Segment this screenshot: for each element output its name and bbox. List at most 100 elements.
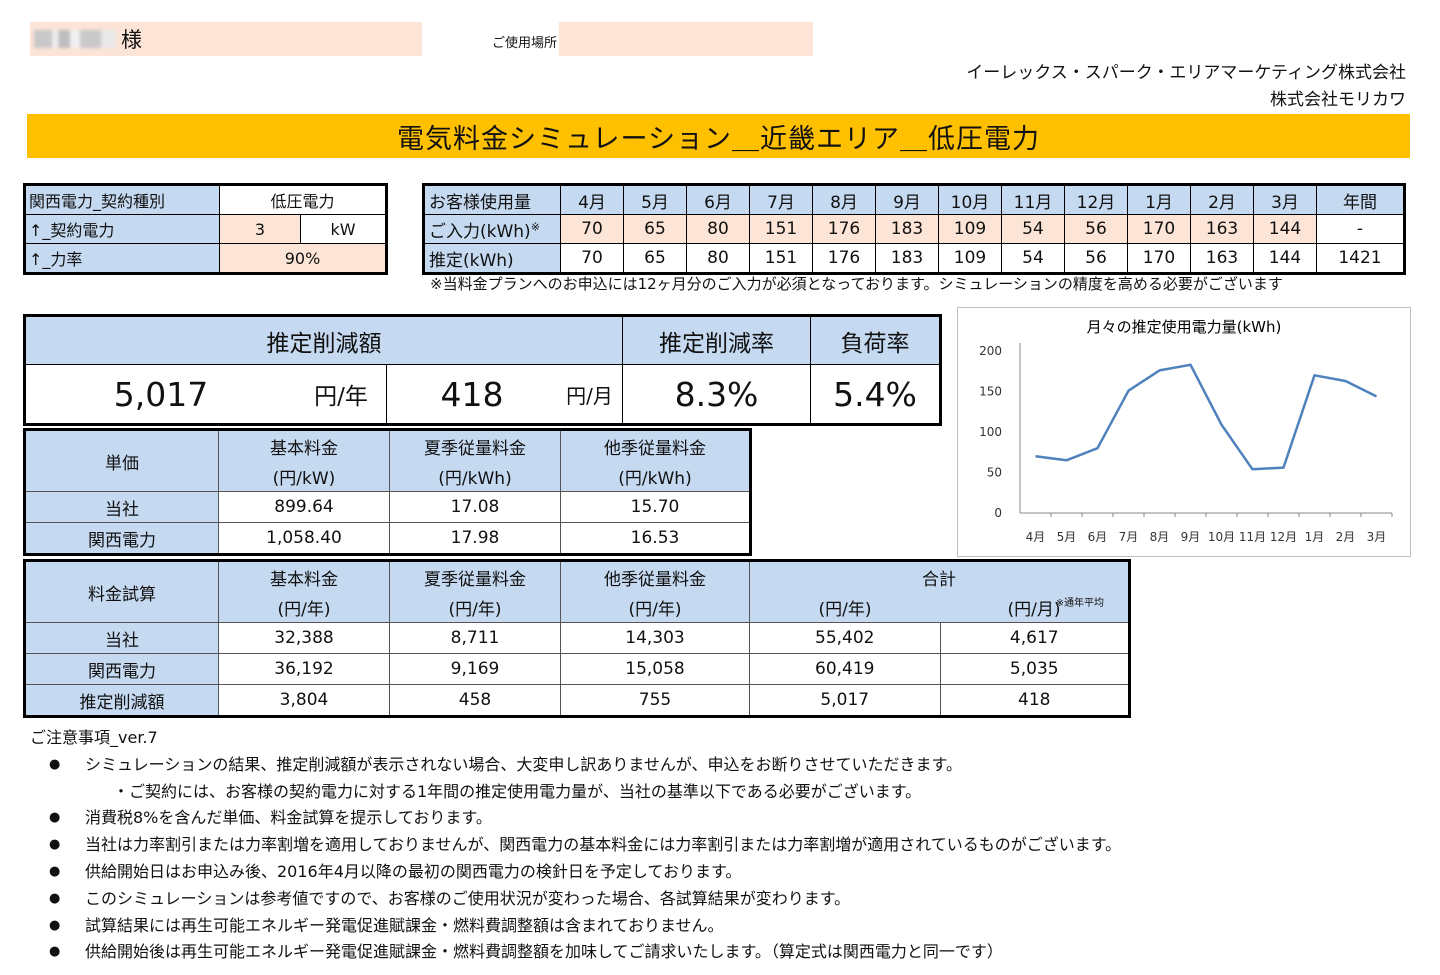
customer-name-redacted — [34, 30, 116, 48]
yearly-reduction-value: 5,017 — [25, 364, 296, 424]
usage-input-cell[interactable]: 80 — [686, 214, 750, 244]
note-item: 供給開始後は再生可能エネルギー発電促進賦課金・燃料費調整額を加味してご請求いたし… — [30, 939, 1121, 966]
y-tick-label: 200 — [979, 344, 1002, 358]
contract-power-unit: kW — [300, 214, 386, 244]
month-header: 5月 — [623, 185, 687, 215]
x-tick-label: 3月 — [1367, 530, 1387, 544]
usage-estimate-cell: 176 — [812, 243, 876, 273]
usage-input-cell[interactable]: 144 — [1253, 214, 1317, 244]
row-label: 関西電力 — [25, 653, 219, 685]
company-name-2: 株式会社モリカワ — [1270, 90, 1406, 110]
note-item: シミュレーションの結果、推定削減額が表示されない場合、大変申し訳ありませんが、申… — [30, 752, 1121, 779]
usage-estimate-cell: 183 — [875, 243, 939, 273]
fee-value: 14,303 — [560, 622, 750, 654]
fee-value: 15,058 — [560, 653, 750, 685]
usage-input-cell[interactable]: 54 — [1001, 214, 1065, 244]
note-item: このシミュレーションは参考値ですので、お客様のご使用状況が変わった場合、各試算結… — [30, 886, 1121, 913]
month-header: 1月 — [1127, 185, 1191, 215]
note-subitem: ・ご契約には、お客様の契約電力に対する1年間の推定使用電力量が、当社の基準以下で… — [113, 781, 922, 801]
reduction-rate-value: 8.3% — [622, 364, 811, 424]
fee-value: 8,711 — [389, 622, 561, 654]
month-header: 3月 — [1253, 185, 1317, 215]
y-tick-label: 150 — [979, 385, 1002, 399]
row-label: 関西電力 — [25, 522, 219, 554]
location-field — [559, 22, 813, 56]
unit-col-unit: (円/kWh) — [389, 461, 561, 492]
table-row: お客様使用量 4月 5月 6月 7月 8月 9月 10月 11月 12月 1月 … — [424, 185, 1404, 215]
month-header: 9月 — [875, 185, 939, 215]
month-header: 7月 — [749, 185, 813, 215]
usage-estimate-cell: 56 — [1064, 243, 1128, 273]
unit-col-name: 夏季従量料金 — [389, 430, 561, 461]
fee-value: 458 — [389, 684, 561, 716]
usage-input-cell[interactable]: 70 — [560, 214, 624, 244]
usage-input-annual: - — [1316, 214, 1404, 244]
unit-price-table: 単価 基本料金 夏季従量料金 他季従量料金 (円/kW) (円/kWh) (円/… — [23, 428, 752, 556]
fee-total-month-unit-cell: (円/月) ※通年平均 — [940, 592, 1129, 623]
unit-price-label: 単価 — [25, 430, 219, 492]
location-label: ご使用場所 — [492, 36, 558, 51]
month-header: 10月 — [938, 185, 1002, 215]
contract-power-value[interactable]: 3 — [219, 214, 301, 244]
table-row: 関西電力 36,192 9,169 15,058 60,419 5,035 — [25, 653, 1129, 685]
usage-input-cell[interactable]: 65 — [623, 214, 687, 244]
table-row: 推定削減額 推定削減率 負荷率 — [25, 316, 940, 365]
fee-col-unit: (円/年) — [218, 592, 390, 623]
load-factor-value: 5.4% — [810, 364, 940, 424]
unit-col-name: 他季従量料金 — [560, 430, 750, 461]
usage-input-cell[interactable]: 176 — [812, 214, 876, 244]
usage-input-cell[interactable]: 163 — [1190, 214, 1254, 244]
power-factor-value[interactable]: 90% — [219, 243, 386, 273]
customer-honorific: 様 — [121, 28, 142, 52]
summary-table: 推定削減額 推定削減率 負荷率 5,017 円/年 418 円/月 8.3% 5… — [23, 314, 942, 426]
table-row: 当社 32,388 8,711 14,303 55,402 4,617 — [25, 622, 1129, 654]
chart-title: 月々の推定使用電力量(kWh) — [1087, 318, 1282, 336]
fee-value: 36,192 — [218, 653, 390, 685]
usage-estimate-cell: 80 — [686, 243, 750, 273]
usage-estimate-cell: 151 — [749, 243, 813, 273]
note-item: 当社は力率割引または力率割増を適用しておりませんが、関西電力の基本料金には力率割… — [30, 832, 1121, 859]
usage-input-cell[interactable]: 183 — [875, 214, 939, 244]
month-header: 6月 — [686, 185, 750, 215]
fee-value: 55,402 — [749, 622, 941, 654]
unit-col-unit: (円/kW) — [218, 461, 390, 492]
note-item: 試算結果には再生可能エネルギー発電促進賦課金・燃料費調整額は含まれておりません。 — [30, 913, 1121, 940]
month-header: 4月 — [560, 185, 624, 215]
notes-section: ご注意事項_ver.7 シミュレーションの結果、推定削減額が表示されない場合、大… — [30, 725, 1121, 966]
unit-col-unit: (円/kWh) — [560, 461, 750, 492]
y-tick-label: 100 — [979, 425, 1002, 439]
load-header: 負荷率 — [810, 316, 940, 365]
usage-chart: 月々の推定使用電力量(kWh) 200 150 100 50 0 4月 5月 6月 7月 8月 9月 1… — [957, 307, 1411, 557]
table-row: 料金試算 基本料金 夏季従量料金 他季従量料金 合計 — [25, 561, 1129, 623]
monthly-reduction-value: 418 — [386, 364, 557, 424]
usage-input-cell[interactable]: 151 — [749, 214, 813, 244]
unit-col-name: 基本料金 — [218, 430, 390, 461]
x-tick-label: 7月 — [1119, 530, 1139, 544]
x-tick-label: 12月 — [1270, 530, 1297, 544]
table-row: (円/年) (円/年) (円/年) (円/年) (円/月) ※通年平均 — [26, 592, 1129, 623]
usage-estimate-cell: 109 — [938, 243, 1002, 273]
input-label-text: ご入力(kWh) — [429, 221, 531, 242]
fee-value: 755 — [560, 684, 750, 716]
input-label: ご入力(kWh)※ — [424, 214, 561, 244]
fee-value: 5,017 — [749, 684, 941, 716]
series-line — [1035, 363, 1378, 471]
contract-type-label: 関西電力_契約種別 — [25, 185, 220, 215]
usage-estimate-cell: 70 — [560, 243, 624, 273]
y-tick-label: 0 — [994, 506, 1002, 520]
fee-value: 418 — [939, 684, 1129, 716]
usage-input-cell[interactable]: 56 — [1064, 214, 1128, 244]
unit-value: 16.53 — [560, 522, 750, 554]
row-label: 当社 — [25, 491, 219, 523]
fee-value: 5,035 — [939, 653, 1129, 685]
fee-trial-label: 料金試算 — [25, 561, 219, 623]
usage-input-cell[interactable]: 109 — [938, 214, 1002, 244]
fee-total-header: 合計 — [749, 561, 1129, 592]
usage-estimate-annual: 1421 — [1316, 243, 1404, 273]
x-tick-label: 6月 — [1088, 530, 1108, 544]
month-header: 11月 — [1001, 185, 1065, 215]
usage-input-cell[interactable]: 170 — [1127, 214, 1191, 244]
row-label: 当社 — [25, 622, 219, 654]
table-row: ↑_力率 90% — [25, 243, 386, 273]
fee-col-name: 夏季従量料金 — [389, 561, 561, 592]
